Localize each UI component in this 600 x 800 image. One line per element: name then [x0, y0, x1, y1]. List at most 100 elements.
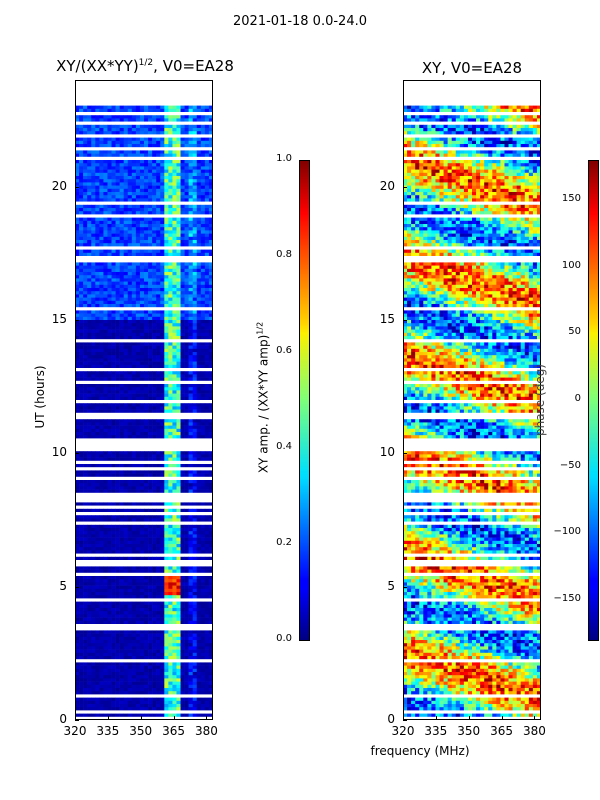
left-heat-cell: [144, 464, 149, 468]
left-heat-cell: [200, 118, 206, 122]
left-heat-cell: [127, 243, 133, 247]
left-heat-cell: [87, 220, 92, 225]
left-heat-cell: [139, 643, 145, 647]
left-heat-cell: [192, 614, 198, 618]
left-heat-cell: [204, 316, 210, 321]
left-heat-cell: [119, 435, 125, 439]
left-heat-cell: [111, 144, 116, 148]
left-heat-cell: [180, 358, 185, 362]
left-heat-cell: [208, 409, 213, 414]
left-heat-cell: [87, 406, 92, 410]
left-heat-cell: [115, 464, 120, 468]
left-heat-cell: [160, 387, 165, 391]
left-heat-cell: [127, 652, 133, 657]
left-heat-cell: [131, 185, 137, 190]
left-heat-cell: [168, 233, 173, 238]
left-heat-cell: [107, 188, 112, 193]
left-heat-cell: [148, 192, 153, 196]
left-heat-cell: [168, 185, 173, 190]
left-heat-cell: [204, 422, 210, 426]
left-heat-cell: [168, 316, 173, 321]
left-heat-cell: [192, 240, 198, 244]
left-heat-cell: [99, 672, 104, 676]
left-heat-cell: [192, 182, 198, 186]
left-heat-cell: [131, 240, 137, 244]
left-heat-cell: [99, 320, 104, 324]
left-heat-cell: [184, 486, 189, 490]
left-heat-cell: [196, 473, 202, 478]
left-heat-cell: [91, 294, 96, 298]
left-heat-cell: [176, 243, 181, 247]
left-heat-cell: [188, 675, 194, 679]
left-heat-cell: [87, 470, 92, 474]
left-heat-cell: [139, 281, 145, 286]
left-heat-cell: [75, 198, 80, 202]
left-heat-cell: [75, 345, 80, 350]
left-heat-cell: [180, 678, 185, 682]
left-heat-cell: [91, 281, 96, 286]
left-heat-cell: [111, 582, 116, 586]
left-heat-cell: [156, 198, 161, 202]
left-heat-cell: [91, 547, 96, 551]
left-heat-cell: [75, 355, 80, 359]
left-heat-cell: [79, 617, 84, 622]
left-heat-cell: [123, 345, 129, 350]
left-heat-cell: [119, 620, 125, 625]
left-heat-cell: [208, 384, 213, 388]
left-heat-cell: [103, 131, 108, 135]
left-heat-cell: [176, 601, 181, 606]
left-heat-cell: [99, 678, 104, 682]
left-heat-cell: [160, 172, 165, 177]
left-heat-cell: [196, 480, 202, 484]
left-heat-cell: [172, 432, 177, 436]
left-heat-cell: [87, 230, 92, 234]
left-heat-cell: [99, 284, 104, 289]
left-heat-cell: [168, 288, 173, 292]
left-heat-cell: [144, 524, 149, 529]
left-heat-cell: [91, 502, 96, 506]
left-heat-cell: [79, 480, 84, 484]
left-heat-cell: [152, 105, 157, 110]
left-heat-cell: [192, 115, 198, 119]
left-heat-cell: [184, 265, 189, 270]
left-heat-cell: [119, 384, 125, 388]
left-heat-cell: [176, 451, 181, 455]
left-heat-cell: [152, 291, 157, 295]
left-heat-cell: [83, 531, 88, 535]
left-heat-cell: [115, 348, 120, 353]
left-heat-cell: [91, 620, 96, 625]
left-heat-cell: [180, 406, 185, 410]
left-heat-cell: [103, 409, 108, 414]
left-heat-cell: [135, 160, 141, 164]
left-heat-cell: [188, 131, 194, 135]
left-heat-cell: [192, 345, 198, 350]
left-heat-cell: [127, 166, 133, 170]
left-heat-cell: [204, 240, 210, 244]
left-heat-cell: [148, 323, 153, 327]
left-heat-cell: [103, 323, 108, 327]
left-heat-cell: [168, 672, 173, 676]
left-heat-cell: [184, 320, 189, 324]
left-heat-cell: [75, 614, 80, 618]
left-heat-cell: [148, 115, 153, 119]
left-heat-cell: [139, 140, 145, 145]
left-heat-cell: [107, 649, 112, 654]
left-heat-cell: [184, 355, 189, 359]
left-heat-cell: [123, 614, 129, 618]
left-heat-cell: [127, 464, 133, 468]
left-heat-cell: [139, 310, 145, 314]
left-heat-cell: [79, 172, 84, 177]
left-heat-cell: [208, 185, 213, 190]
left-heat-cell: [95, 240, 100, 244]
left-heat-cell: [135, 691, 141, 695]
left-heat-cell: [123, 665, 129, 670]
left-heat-cell: [135, 508, 141, 513]
left-heat-cell: [99, 188, 104, 193]
left-heat-cell: [160, 457, 165, 462]
left-heat-cell: [160, 240, 165, 244]
left-heat-cell: [87, 217, 92, 222]
left-heat-cell: [103, 480, 108, 484]
left-heat-cell: [135, 528, 141, 532]
left-heat-cell: [176, 320, 181, 324]
left-heat-cell: [144, 275, 149, 279]
